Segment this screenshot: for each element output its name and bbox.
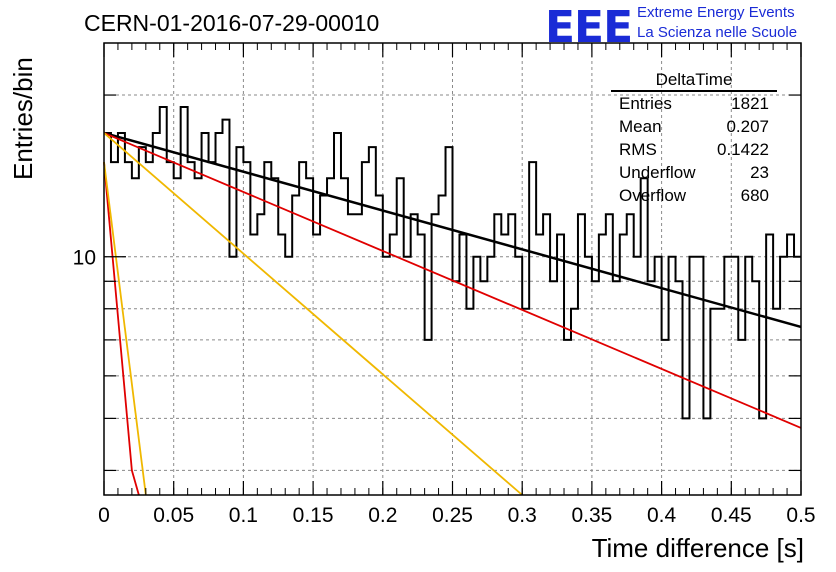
stats-value: 0.207 [726,117,769,136]
stats-box: DeltaTime Entries 1821 Mean 0.207 RMS 0.… [611,70,777,207]
stats-label: Overflow [619,186,687,205]
fit-curve [103,131,802,329]
fit-lines [103,131,802,496]
org-line-1: Extreme Energy Events [637,4,795,21]
y-axis-label: Entries/bin [8,57,38,180]
fit-curve [103,162,147,496]
x-tick-label: 0.25 [432,504,473,527]
stats-value: 1821 [731,94,769,113]
org-line-2: La Scienza nelle Scuole [637,24,798,41]
x-tick-label: 0.4 [647,504,677,527]
x-tick-label: 0.45 [711,504,752,527]
stats-row: Underflow 23 [611,161,777,184]
stats-value: 0.1422 [717,140,769,159]
histogram [104,106,801,420]
stats-title: DeltaTime [611,70,777,92]
histogram-outline [104,106,801,420]
chart-title: CERN-01-2016-07-29-00010 [84,10,380,36]
x-tick-label: 0.05 [153,504,194,527]
stats-value: 680 [740,186,769,205]
stats-row: RMS 0.1422 [611,138,777,161]
stats-label: Underflow [619,163,696,182]
y-tick-label: 10 [73,247,96,270]
x-tick-label: 0.1 [229,504,258,527]
x-tick-label: 0.5 [786,504,815,527]
fit-curve [103,162,140,496]
x-tick-label: 0.2 [368,504,397,527]
x-tick-label: 0 [98,504,110,527]
fit-curve [103,132,523,496]
stats-label: Entries [619,94,672,113]
x-tick-label: 0.3 [508,504,537,527]
x-axis-label: Time difference [s] [591,533,804,563]
axes: 0 0.05 0.1 0.15 0.2 0.25 0.3 0.35 0.4 0.45 0.5 10 [73,42,816,527]
stats-value: 23 [750,163,769,182]
stats-row: Mean 0.207 [611,115,777,138]
x-tick-label: 0.15 [293,504,334,527]
x-tick-label: 0.35 [571,504,612,527]
stats-row: Entries 1821 [611,92,777,115]
fit-curve [103,132,802,429]
stats-label: RMS [619,140,657,159]
eee-logo: EEE [545,2,633,53]
stats-row: Overflow 680 [611,184,777,207]
stats-label: Mean [619,117,662,136]
